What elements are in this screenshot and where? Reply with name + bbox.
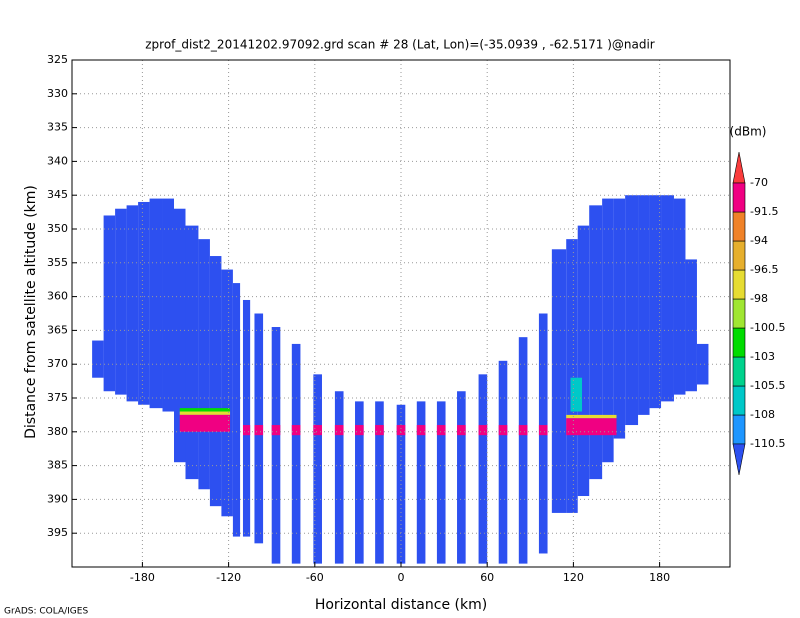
swath-column xyxy=(602,198,614,463)
colorbar-swatch xyxy=(732,414,746,445)
y-axis-label: Distance from satellite altitude (km) xyxy=(23,185,39,439)
colorbar-label: -96.5 xyxy=(750,263,778,276)
swath-column xyxy=(518,337,528,564)
swath-column xyxy=(416,401,426,564)
swath-column xyxy=(126,205,139,402)
swath-column xyxy=(673,198,686,395)
colorbar-swatch xyxy=(732,240,746,271)
colorbar-label: -110.5 xyxy=(750,437,785,450)
colorbar-label: -70 xyxy=(750,176,768,189)
colorbar-swatch xyxy=(732,298,746,329)
swath-column xyxy=(221,269,233,517)
swath-column xyxy=(92,340,104,378)
surface-clutter xyxy=(566,418,617,436)
swath-column xyxy=(115,208,127,395)
surface-clutter xyxy=(570,377,583,412)
swath-column xyxy=(334,391,344,564)
y-tick-label: 370 xyxy=(47,357,68,370)
swath-column xyxy=(162,198,175,412)
colorbar-arrow xyxy=(732,443,746,476)
surface-clutter xyxy=(566,414,617,419)
swath-column xyxy=(271,327,281,564)
swath-column xyxy=(149,198,163,409)
x-tick-label: 180 xyxy=(649,571,670,584)
colorbar-swatch xyxy=(732,385,746,416)
swath-column xyxy=(209,256,222,507)
colorbar-swatch xyxy=(732,211,746,242)
y-tick-label: 380 xyxy=(47,425,68,438)
y-tick-label: 390 xyxy=(47,492,68,505)
y-tick-label: 345 xyxy=(47,188,68,201)
credit: GrADS: COLA/IGES xyxy=(4,607,88,617)
x-tick-label: 120 xyxy=(563,571,584,584)
colorbar-swatch xyxy=(732,327,746,358)
surface-clutter xyxy=(179,411,231,415)
swath-column xyxy=(551,249,567,513)
y-tick-label: 325 xyxy=(47,53,68,66)
colorbar-swatch xyxy=(732,356,746,387)
x-tick-label: -120 xyxy=(216,571,241,584)
swath-column xyxy=(103,215,116,392)
y-tick-label: 350 xyxy=(47,222,68,235)
swath-column xyxy=(355,401,364,564)
y-tick-label: 340 xyxy=(47,154,68,167)
colorbar-unit: (dBm) xyxy=(730,125,767,139)
x-tick-label: 60 xyxy=(480,571,494,584)
y-tick-label: 395 xyxy=(47,526,68,539)
y-tick-label: 330 xyxy=(47,87,68,100)
swath-column xyxy=(589,205,603,480)
colorbar-arrow xyxy=(732,151,746,184)
x-tick-label: 0 xyxy=(398,571,405,584)
swath-column xyxy=(436,401,446,564)
swath-column xyxy=(232,283,241,537)
swath-column xyxy=(566,239,578,513)
swath-column xyxy=(185,225,199,480)
surface-clutter xyxy=(242,425,548,436)
swath-column xyxy=(138,201,150,405)
swath-column xyxy=(242,299,251,537)
swath-column xyxy=(457,391,466,564)
swath-column xyxy=(174,208,186,463)
swath-column xyxy=(577,225,590,497)
swath-column xyxy=(498,360,508,564)
colorbar-label: -100.5 xyxy=(750,321,785,334)
swath-column xyxy=(625,195,639,426)
y-tick-label: 355 xyxy=(47,256,68,269)
swath-column xyxy=(478,374,488,564)
y-tick-label: 375 xyxy=(47,391,68,404)
colorbar-label: -91.5 xyxy=(750,205,778,218)
y-tick-label: 365 xyxy=(47,323,68,336)
surface-clutter xyxy=(179,414,231,432)
swath-column xyxy=(649,195,662,409)
y-tick-label: 385 xyxy=(47,459,68,472)
swath-column xyxy=(696,343,709,385)
colorbar-label: -105.5 xyxy=(750,379,785,392)
x-tick-label: -60 xyxy=(306,571,324,584)
y-tick-label: 360 xyxy=(47,290,68,303)
swath-column xyxy=(291,343,301,564)
colorbar-label: -103 xyxy=(750,350,775,363)
swath-column xyxy=(661,195,674,402)
chart-title: zprof_dist2_20141202.97092.grd scan # 28… xyxy=(145,38,655,52)
swath-column xyxy=(313,374,322,564)
colorbar-swatch xyxy=(732,182,746,213)
surface-clutter xyxy=(179,408,231,412)
swath-column xyxy=(613,198,626,439)
colorbar-label: -94 xyxy=(750,234,768,247)
swath-column xyxy=(638,195,650,415)
colorbar-label: -108 xyxy=(750,408,775,421)
y-tick-label: 335 xyxy=(47,121,68,134)
x-axis-label: Horizontal distance (km) xyxy=(315,597,487,613)
swath-column xyxy=(685,259,697,392)
x-tick-label: -180 xyxy=(130,571,155,584)
colorbar-swatch xyxy=(732,269,746,300)
colorbar-label: -98 xyxy=(750,292,768,305)
swath-column xyxy=(375,401,384,564)
